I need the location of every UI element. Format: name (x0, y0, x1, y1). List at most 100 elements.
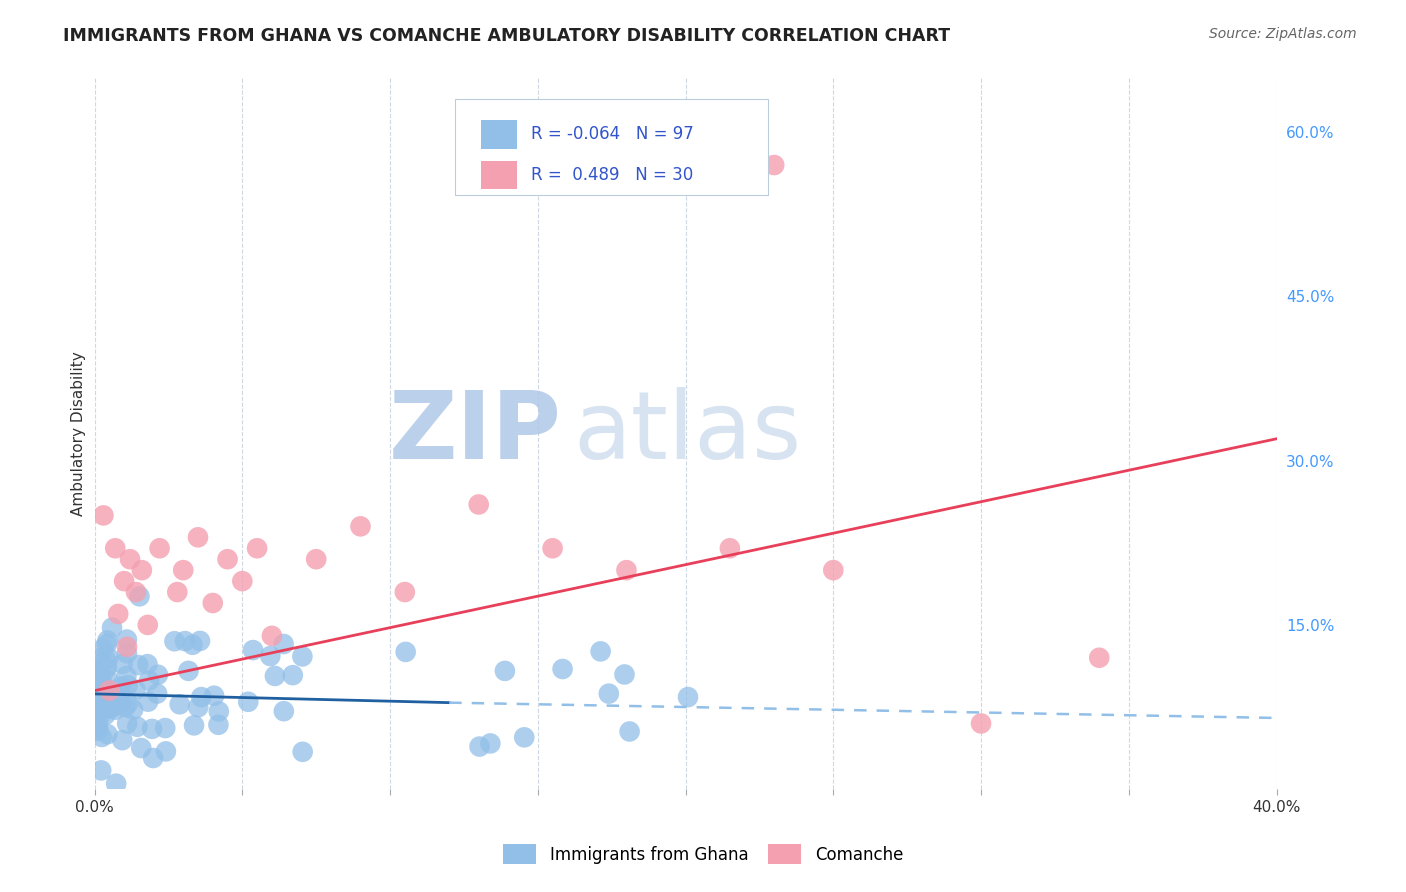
Point (763, 158, 786, 172)
Text: ZIP: ZIP (388, 387, 561, 479)
FancyBboxPatch shape (481, 120, 516, 149)
Point (231, 574, 253, 588)
Point (97, 673, 120, 687)
Point (136, 618, 159, 632)
Point (91, 683, 114, 698)
Point (149, 541, 172, 556)
Point (136, 657, 159, 672)
Point (823, 563, 845, 577)
Point (104, 703, 127, 717)
Point (129, 741, 152, 756)
Point (172, 563, 194, 577)
Point (676, 690, 699, 704)
Point (94, 708, 117, 723)
Point (90, 685, 112, 699)
Point (108, 698, 131, 712)
Point (146, 687, 169, 701)
Point (187, 530, 209, 544)
Point (242, 643, 264, 657)
Point (174, 634, 197, 648)
Point (146, 667, 169, 681)
Point (96, 660, 118, 674)
Point (281, 668, 304, 682)
Point (115, 632, 138, 647)
Point (93, 508, 115, 523)
Point (127, 658, 149, 673)
Point (111, 733, 134, 747)
Point (89, 665, 111, 680)
Point (238, 695, 260, 709)
Point (98, 683, 121, 698)
Text: Source: ZipAtlas.com: Source: ZipAtlas.com (1209, 27, 1357, 41)
Point (541, 541, 564, 556)
Point (108, 686, 131, 700)
Point (1088, 650, 1111, 665)
Point (138, 673, 160, 688)
Point (589, 644, 612, 658)
Point (98, 700, 121, 714)
Point (105, 777, 128, 791)
Point (169, 698, 191, 712)
Point (718, 541, 741, 556)
Point (110, 687, 132, 701)
Point (115, 640, 138, 654)
Point (112, 574, 135, 588)
Point (127, 720, 149, 734)
Text: atlas: atlas (574, 387, 801, 479)
Point (291, 745, 314, 759)
Point (259, 648, 281, 663)
Text: R =  0.489   N = 30: R = 0.489 N = 30 (530, 166, 693, 184)
Point (111, 657, 134, 671)
Point (163, 634, 186, 648)
Point (273, 637, 295, 651)
Point (395, 645, 418, 659)
Point (90, 676, 112, 690)
Point (246, 541, 269, 556)
Point (291, 649, 314, 664)
Point (110, 680, 132, 694)
Point (96, 633, 118, 648)
Point (97, 650, 120, 665)
Point (187, 700, 209, 714)
Point (551, 662, 574, 676)
Point (616, 563, 638, 577)
Point (970, 716, 993, 731)
Point (136, 695, 159, 709)
FancyBboxPatch shape (481, 161, 516, 189)
Point (86, 667, 108, 681)
Point (104, 541, 127, 556)
Point (260, 629, 283, 643)
Point (91, 641, 114, 656)
Point (188, 634, 211, 648)
Point (90, 730, 112, 744)
Point (183, 718, 205, 732)
Point (86, 706, 108, 721)
Point (107, 607, 129, 621)
Point (94, 652, 117, 666)
Point (100, 698, 122, 712)
Point (114, 700, 136, 714)
Point (207, 718, 229, 732)
Point (177, 664, 200, 678)
Point (89, 711, 111, 725)
Point (117, 678, 139, 692)
Y-axis label: Ambulatory Disability: Ambulatory Disability (72, 351, 86, 516)
Point (155, 721, 177, 735)
Point (202, 689, 225, 703)
Point (104, 698, 127, 712)
Point (141, 722, 163, 736)
Point (128, 590, 150, 604)
Point (115, 716, 138, 731)
Point (494, 664, 516, 678)
Point (91, 701, 114, 715)
Point (86, 692, 108, 706)
Point (122, 703, 145, 717)
Text: IMMIGRANTS FROM GHANA VS COMANCHE AMBULATORY DISABILITY CORRELATION CHART: IMMIGRANTS FROM GHANA VS COMANCHE AMBULA… (63, 27, 950, 45)
Point (619, 724, 641, 739)
Point (96, 661, 118, 675)
Point (613, 667, 636, 681)
Point (100, 701, 122, 715)
Point (273, 704, 295, 718)
Legend: Immigrants from Ghana, Comanche: Immigrants from Ghana, Comanche (496, 838, 910, 871)
Text: R = -0.064   N = 97: R = -0.064 N = 97 (530, 126, 693, 144)
